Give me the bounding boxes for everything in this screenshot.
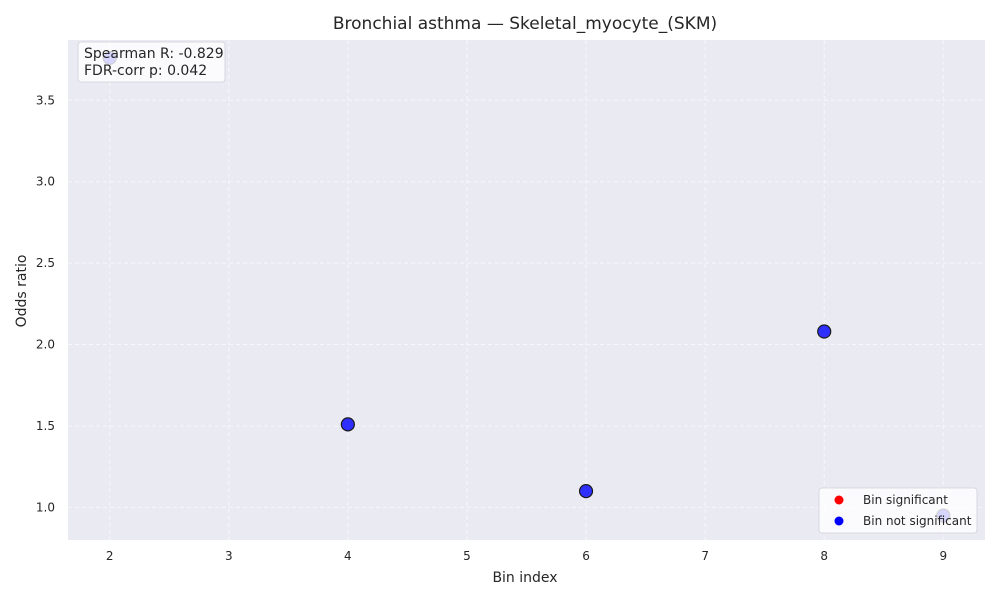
x-tick-label: 4 [344, 549, 352, 563]
y-axis-ticks: 1.0 1.5 2.0 2.5 3.0 3.5 [36, 93, 55, 514]
legend-marker-not-significant [834, 516, 844, 526]
stats-annotation: Spearman R: -0.829 FDR-corr p: 0.042 [77, 41, 226, 83]
x-tick-label: 9 [939, 549, 947, 563]
y-tick-label: 2.0 [36, 338, 55, 352]
x-tick-label: 2 [106, 549, 114, 563]
plot-area [68, 40, 985, 540]
legend-label-significant: Bin significant [863, 493, 948, 507]
x-tick-label: 7 [701, 549, 709, 563]
legend-label-not-significant: Bin not significant [863, 514, 972, 528]
x-axis-label: Bin index [492, 570, 557, 586]
x-tick-label: 6 [582, 549, 590, 563]
y-tick-label: 3.0 [36, 175, 55, 189]
legend: Bin significant Bin not significant [818, 487, 978, 534]
y-tick-label: 2.5 [36, 256, 55, 270]
legend-marker-significant [834, 495, 844, 505]
spearman-r-text: Spearman R: -0.829 [84, 46, 224, 62]
y-axis-label: Odds ratio [14, 255, 30, 328]
x-tick-label: 5 [463, 549, 471, 563]
chart-title: Bronchial asthma — Skeletal_myocyte_(SKM… [333, 14, 717, 34]
x-axis-ticks: 2 3 4 5 6 7 8 9 [106, 549, 947, 563]
x-tick-label: 3 [225, 549, 233, 563]
y-tick-label: 3.5 [36, 93, 55, 107]
y-tick-label: 1.5 [36, 419, 55, 433]
data-point-2 [578, 484, 594, 499]
data-point-3 [817, 324, 832, 339]
x-tick-label: 8 [820, 549, 828, 563]
y-tick-label: 1.0 [36, 500, 55, 514]
stats-annotation-box [77, 41, 226, 83]
data-point-1 [340, 417, 355, 432]
legend-box [818, 487, 978, 534]
fdr-p-text: FDR-corr p: 0.042 [84, 63, 207, 79]
